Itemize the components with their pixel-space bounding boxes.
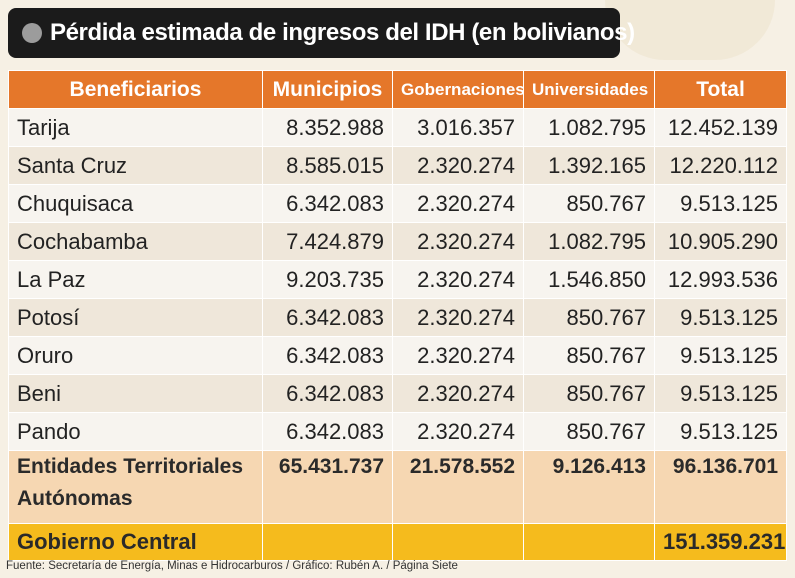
entidades-municipios: 65.431.737 [262,450,393,524]
gobierno-central-empty-cell [262,523,393,561]
cell-gobernaciones: 2.320.274 [392,260,524,299]
cell-universidades: 850.767 [523,336,655,375]
cell-municipios: 9.203.735 [262,260,393,299]
bullet-dot-icon [22,23,42,43]
entidades-total: 96.136.701 [654,450,787,524]
cell-universidades: 1.082.795 [523,222,655,261]
cell-municipios: 7.424.879 [262,222,393,261]
cell-total: 9.513.125 [654,412,787,451]
idh-table: Beneficiarios Municipios Gobernaciones U… [8,70,787,561]
cell-total: 10.905.290 [654,222,787,261]
table-row: Chuquisaca 6.342.083 2.320.274 850.767 9… [8,184,787,223]
cell-municipios: 8.352.988 [262,108,393,147]
table-row: Oruro 6.342.083 2.320.274 850.767 9.513.… [8,336,787,375]
table-row: Potosí 6.342.083 2.320.274 850.767 9.513… [8,298,787,337]
gobierno-central-empty-cell [523,523,655,561]
chart-title: Pérdida estimada de ingresos del IDH (en… [50,19,635,46]
cell-universidades: 850.767 [523,184,655,223]
header-universidades: Universidades [523,70,655,109]
table-row: Pando 6.342.083 2.320.274 850.767 9.513.… [8,412,787,451]
cell-total: 9.513.125 [654,374,787,413]
cell-total: 12.993.536 [654,260,787,299]
row-name: Cochabamba [8,222,263,261]
cell-universidades: 1.546.850 [523,260,655,299]
row-name: La Paz [8,260,263,299]
cell-total: 9.513.125 [654,336,787,375]
cell-gobernaciones: 2.320.274 [392,412,524,451]
gobierno-central-row: Gobierno Central 151.359.231 [8,523,787,561]
header-municipios: Municipios [262,70,393,109]
cell-gobernaciones: 2.320.274 [392,184,524,223]
cell-total: 9.513.125 [654,298,787,337]
table-row: Cochabamba 7.424.879 2.320.274 1.082.795… [8,222,787,261]
row-name: Tarija [8,108,263,147]
table-row: La Paz 9.203.735 2.320.274 1.546.850 12.… [8,260,787,299]
cell-gobernaciones: 3.016.357 [392,108,524,147]
entidades-row: Entidades Territoriales Autónomas 65.431… [8,450,787,524]
cell-universidades: 850.767 [523,412,655,451]
entidades-label: Entidades Territoriales Autónomas [8,450,263,524]
gobierno-central-empty-cell [392,523,524,561]
background-decoration [605,0,775,60]
gobierno-central-label: Gobierno Central [8,523,263,561]
title-bar: Pérdida estimada de ingresos del IDH (en… [8,8,635,58]
table-row: Santa Cruz 8.585.015 2.320.274 1.392.165… [8,146,787,185]
row-name: Chuquisaca [8,184,263,223]
cell-municipios: 6.342.083 [262,374,393,413]
cell-gobernaciones: 2.320.274 [392,374,524,413]
cell-municipios: 6.342.083 [262,298,393,337]
row-name: Santa Cruz [8,146,263,185]
source-footer: Fuente: Secretaría de Energía, Minas e H… [6,560,458,572]
row-name: Oruro [8,336,263,375]
header-total: Total [654,70,787,109]
gobierno-central-total: 151.359.231 [654,523,787,561]
cell-municipios: 6.342.083 [262,184,393,223]
cell-municipios: 8.585.015 [262,146,393,185]
row-name: Pando [8,412,263,451]
cell-universidades: 850.767 [523,298,655,337]
cell-universidades: 1.082.795 [523,108,655,147]
cell-gobernaciones: 2.320.274 [392,146,524,185]
table-row: Tarija 8.352.988 3.016.357 1.082.795 12.… [8,108,787,147]
header-beneficiarios: Beneficiarios [8,70,263,109]
cell-gobernaciones: 2.320.274 [392,336,524,375]
cell-total: 9.513.125 [654,184,787,223]
cell-municipios: 6.342.083 [262,412,393,451]
entidades-universidades: 9.126.413 [523,450,655,524]
cell-total: 12.220.112 [654,146,787,185]
cell-universidades: 1.392.165 [523,146,655,185]
table-row: Beni 6.342.083 2.320.274 850.767 9.513.1… [8,374,787,413]
row-name: Potosí [8,298,263,337]
row-name: Beni [8,374,263,413]
cell-gobernaciones: 2.320.274 [392,298,524,337]
cell-universidades: 850.767 [523,374,655,413]
entidades-gobernaciones: 21.578.552 [392,450,524,524]
cell-total: 12.452.139 [654,108,787,147]
cell-municipios: 6.342.083 [262,336,393,375]
cell-gobernaciones: 2.320.274 [392,222,524,261]
header-gobernaciones: Gobernaciones [392,70,524,109]
header-row: Beneficiarios Municipios Gobernaciones U… [8,70,787,109]
